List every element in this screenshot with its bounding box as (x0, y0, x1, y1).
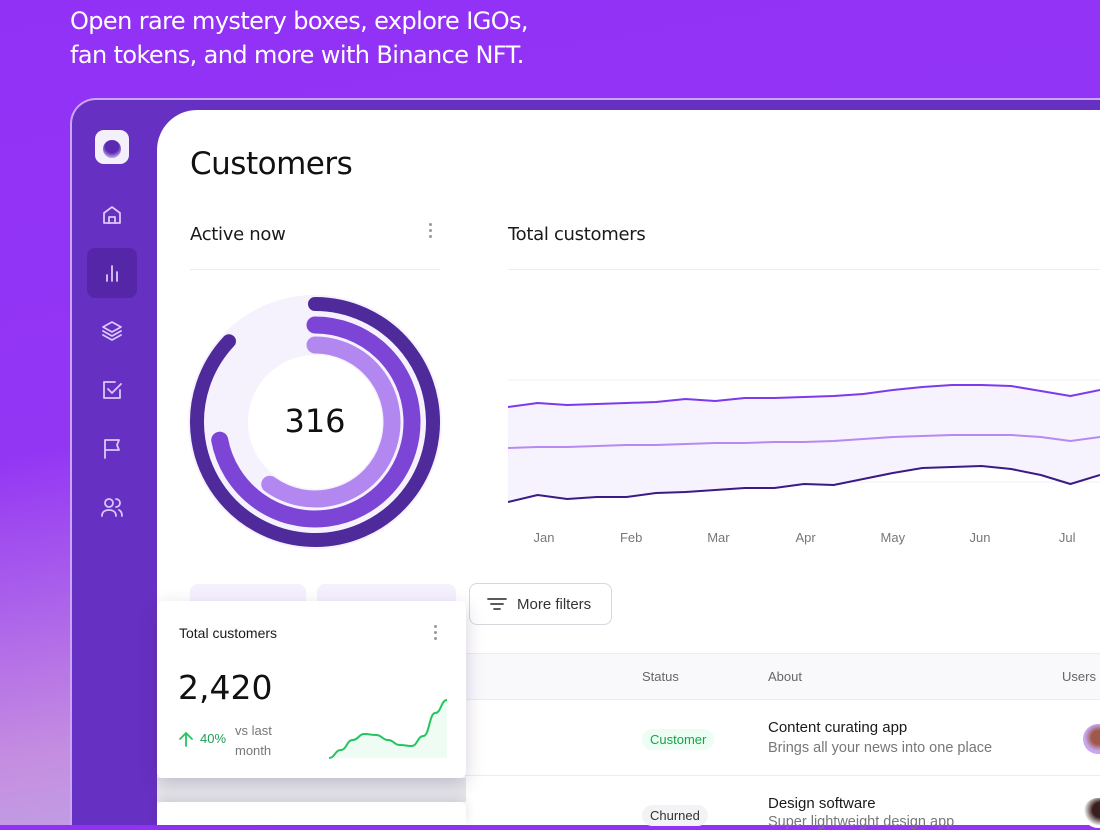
headline: Open rare mystery boxes, explore IGOs, f… (70, 4, 529, 72)
stat-card-menu-icon[interactable] (434, 625, 438, 640)
x-tick-label: Jan (533, 530, 555, 545)
total-customers-chart-title: Total customers (508, 224, 646, 245)
chevron-down-icon: ⌄ (428, 592, 440, 608)
sparkline-line (328, 699, 448, 759)
headline-line-2: fan tokens, and more with Binance NFT. (70, 41, 524, 69)
app-logo[interactable] (95, 130, 129, 164)
donut-ring-1 (190, 297, 440, 547)
active-now-donut (188, 295, 442, 549)
active-now-menu-icon[interactable] (429, 223, 433, 238)
avatar (1083, 724, 1100, 754)
status-badge: Customer (642, 729, 715, 750)
about-subtitle: Brings all your news into one place (768, 740, 993, 756)
x-tick-label: May (880, 530, 906, 545)
table-row[interactable] (157, 700, 1100, 776)
x-tick-label: Apr (795, 530, 816, 545)
flag-icon (104, 439, 120, 459)
stat-card-change: 40% (200, 731, 227, 746)
change-label-line-1: vs last (235, 723, 272, 738)
more-filters-label: More filters (517, 595, 592, 613)
column-header-about: About (768, 669, 802, 684)
x-tick-label: Jul (1058, 530, 1076, 545)
stat-card-change-label: vs last month (235, 721, 272, 761)
sidebar-item-reporting[interactable] (87, 423, 137, 473)
divider (190, 269, 440, 270)
area-band (508, 385, 1100, 502)
about-title: Design software (768, 795, 876, 812)
about-title: Content curating app (768, 719, 908, 736)
x-tick-label: Jun (969, 530, 991, 545)
home-icon (103, 206, 121, 224)
sidebar-item-reports[interactable] (87, 248, 137, 298)
filter-lines-icon (487, 598, 507, 610)
column-header-users: Users (1062, 669, 1096, 684)
series-line-3 (508, 465, 1100, 503)
x-tick-label: Feb (619, 530, 643, 545)
column-header-status: Status (642, 669, 679, 684)
about-subtitle: Super lightweight design app (768, 814, 955, 830)
divider (508, 269, 1100, 270)
users-icon (101, 498, 123, 517)
series-line-2 (508, 434, 1100, 449)
total-customers-stat-card: Total customers 2,420 40% vs last month (157, 601, 466, 778)
sidebar-item-home[interactable] (87, 190, 137, 240)
donut-ring-2 (211, 316, 421, 528)
card-shadow (157, 778, 466, 802)
avatar (1083, 798, 1100, 828)
active-now-title: Active now (190, 224, 286, 245)
active-now-value: 316 (284, 402, 346, 440)
sidebar-item-projects[interactable] (87, 306, 137, 356)
change-label-line-2: month (235, 743, 272, 758)
check-square-icon (103, 381, 122, 399)
more-filters-button[interactable]: More filters (469, 583, 612, 625)
status-badge: Churned (642, 805, 708, 826)
donut-ring-3 (261, 336, 401, 508)
page-title: Customers (190, 146, 353, 182)
arrow-up-icon (179, 731, 193, 747)
stat-card-sparkline (328, 699, 448, 759)
sidebar-item-users[interactable] (87, 482, 137, 532)
series-line-1 (508, 384, 1100, 408)
floating-card-secondary (157, 802, 466, 825)
x-tick-label: Mar (707, 530, 730, 545)
headline-line-1: Open rare mystery boxes, explore IGOs, (70, 7, 529, 35)
stat-card-title: Total customers (179, 625, 278, 641)
stat-card-value: 2,420 (178, 668, 273, 707)
layers-icon (102, 321, 122, 341)
bar-chart-icon (106, 265, 118, 282)
sidebar-item-tasks[interactable] (87, 365, 137, 415)
sparkline-area (329, 700, 447, 758)
total-customers-line-chart (508, 379, 1100, 503)
chevron-down-icon: ⌄ (278, 592, 290, 608)
